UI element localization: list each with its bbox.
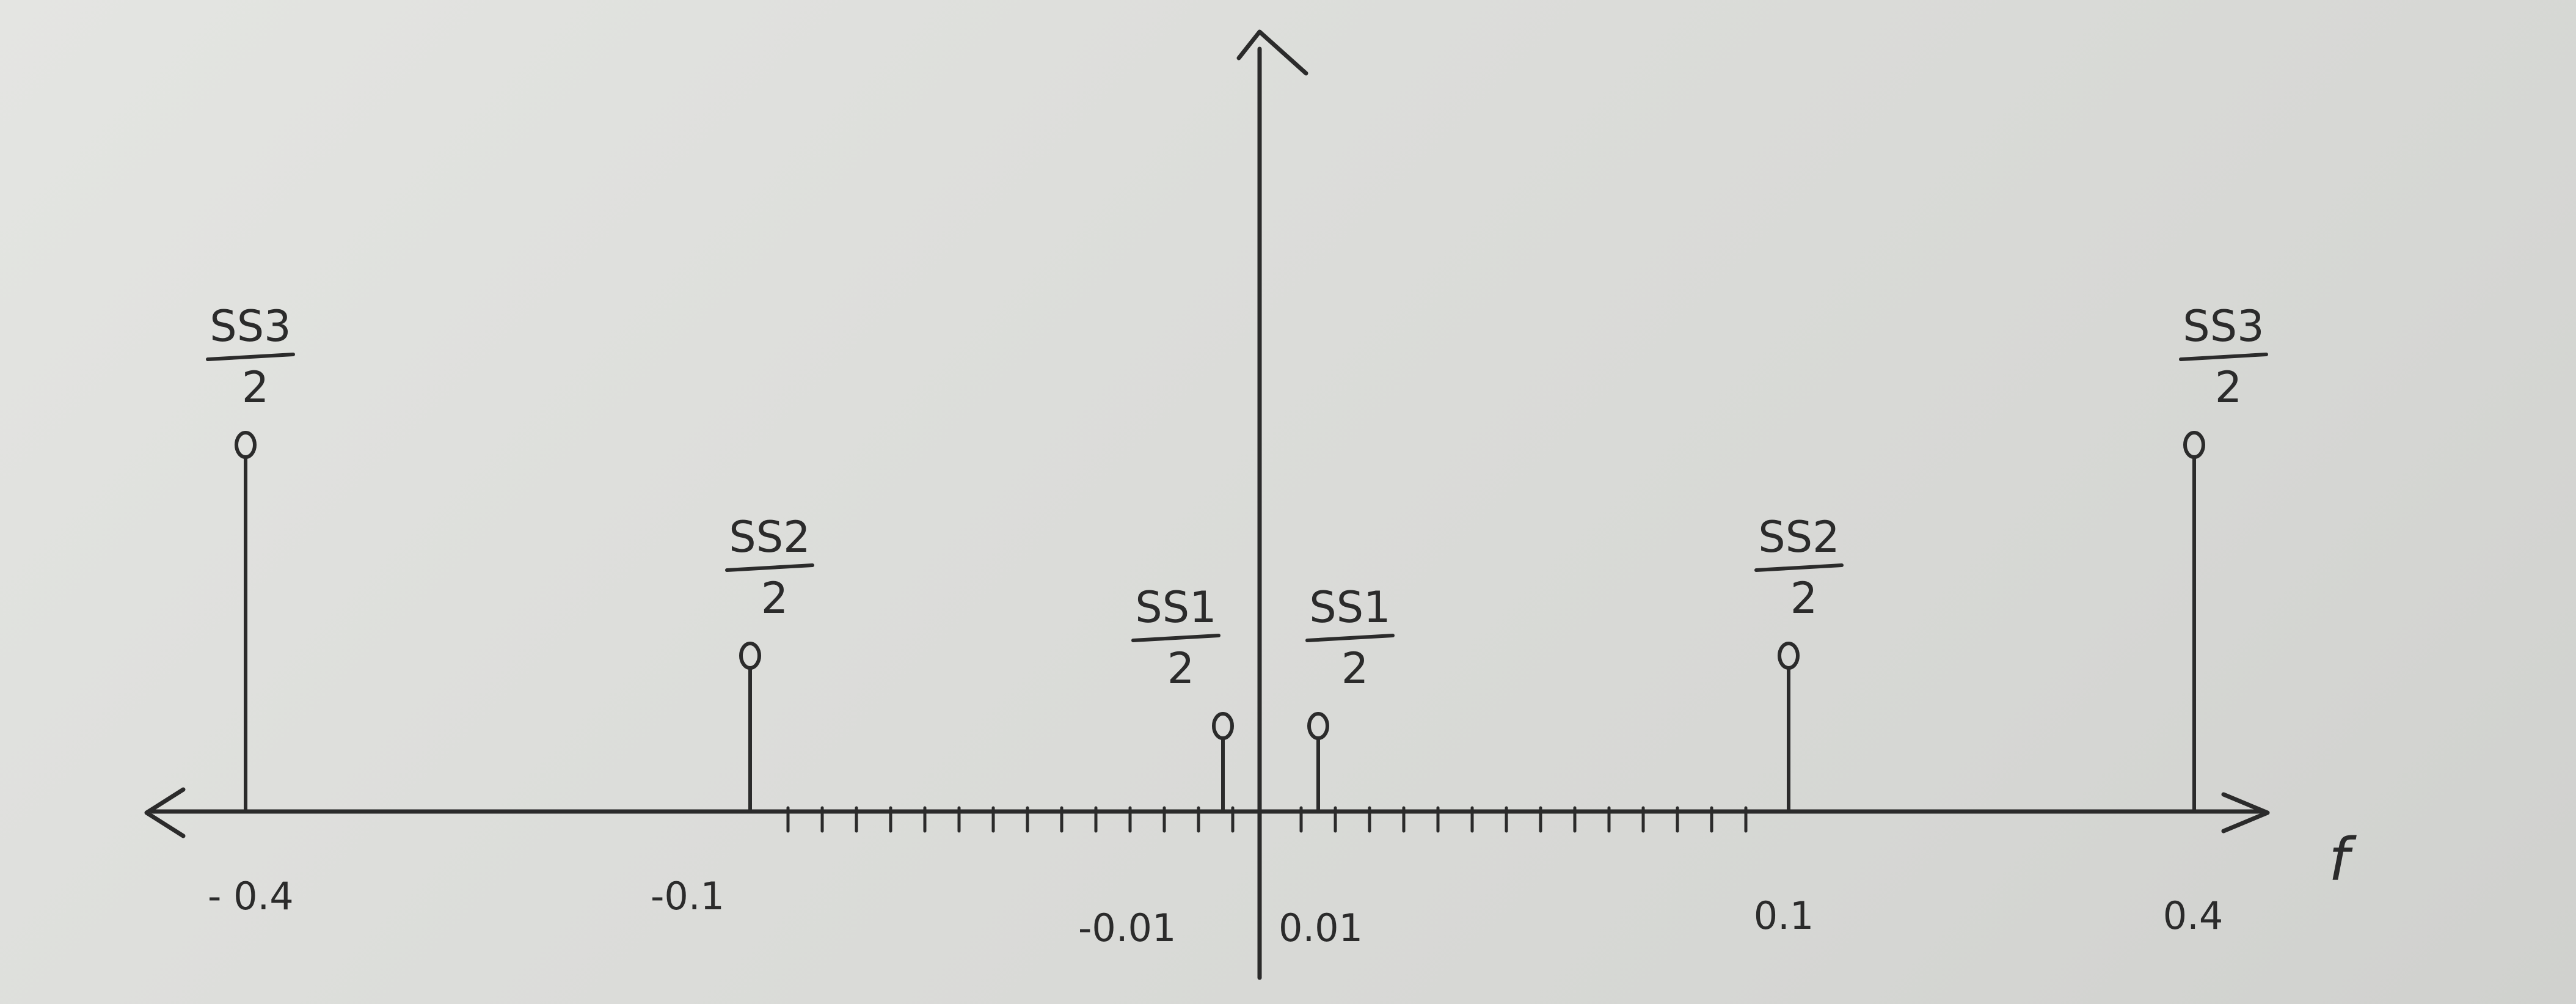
fraction-bar: [1754, 563, 1844, 572]
impulse-head: [235, 431, 257, 459]
impulse-head: [1307, 712, 1329, 740]
impulse: SS2 2 -0.1: [651, 512, 814, 918]
fraction-bar: [725, 563, 814, 572]
impulse-numerator: SS3: [2183, 301, 2264, 351]
fraction-bar: [206, 353, 295, 361]
impulse-denominator: 2: [1790, 573, 1818, 623]
impulse: SS1 2 -0.01: [1078, 582, 1234, 950]
frequency-tick-label: 0.1: [1754, 893, 1814, 938]
impulse-head: [2183, 431, 2205, 459]
impulse: SS2 2 0.1: [1754, 512, 1844, 938]
impulse-denominator: 2: [242, 362, 269, 412]
impulse-head: [1778, 642, 1800, 670]
fraction-bar: [1305, 634, 1395, 642]
impulse-denominator: 2: [761, 573, 789, 623]
frequency-tick-label: 0.4: [2163, 893, 2224, 938]
impulse-numerator: SS1: [1135, 582, 1216, 632]
fraction-bar: [2179, 353, 2268, 361]
impulse: SS3 2 0.4: [2163, 301, 2268, 938]
right-arrowhead: [2221, 792, 2270, 834]
frequency-tick-label: -0.1: [651, 874, 724, 918]
left-arrowhead: [144, 787, 186, 838]
minor-ticks: [786, 806, 1748, 833]
axis-label: f: [2329, 826, 2357, 894]
frequency-tick-label: -0.01: [1078, 906, 1176, 950]
frequency-tick-label: 0.01: [1279, 906, 1363, 950]
impulse-denominator: 2: [1341, 643, 1369, 694]
frequency-tick-label: - 0.4: [208, 874, 294, 918]
impulse-head: [739, 642, 761, 670]
impulse-denominator: 2: [1167, 643, 1195, 694]
impulse-denominator: 2: [2215, 362, 2242, 412]
impulse-numerator: SS2: [1758, 512, 1839, 562]
impulse-numerator: SS3: [210, 301, 291, 351]
fraction-bar: [1131, 634, 1220, 642]
up-arrowhead: [1236, 29, 1308, 76]
impulse-stems: SS3 2 - 0.4 SS2 2 -0.1 SS1 2 -0.01 SS1 2 0.01 SS2 2 0.…: [206, 301, 2268, 950]
impulse: SS3 2 - 0.4: [206, 301, 295, 918]
impulse-numerator: SS2: [729, 512, 810, 562]
impulse-numerator: SS1: [1309, 582, 1390, 632]
impulse: SS1 2 0.01: [1279, 582, 1395, 950]
impulse-head: [1212, 712, 1234, 740]
